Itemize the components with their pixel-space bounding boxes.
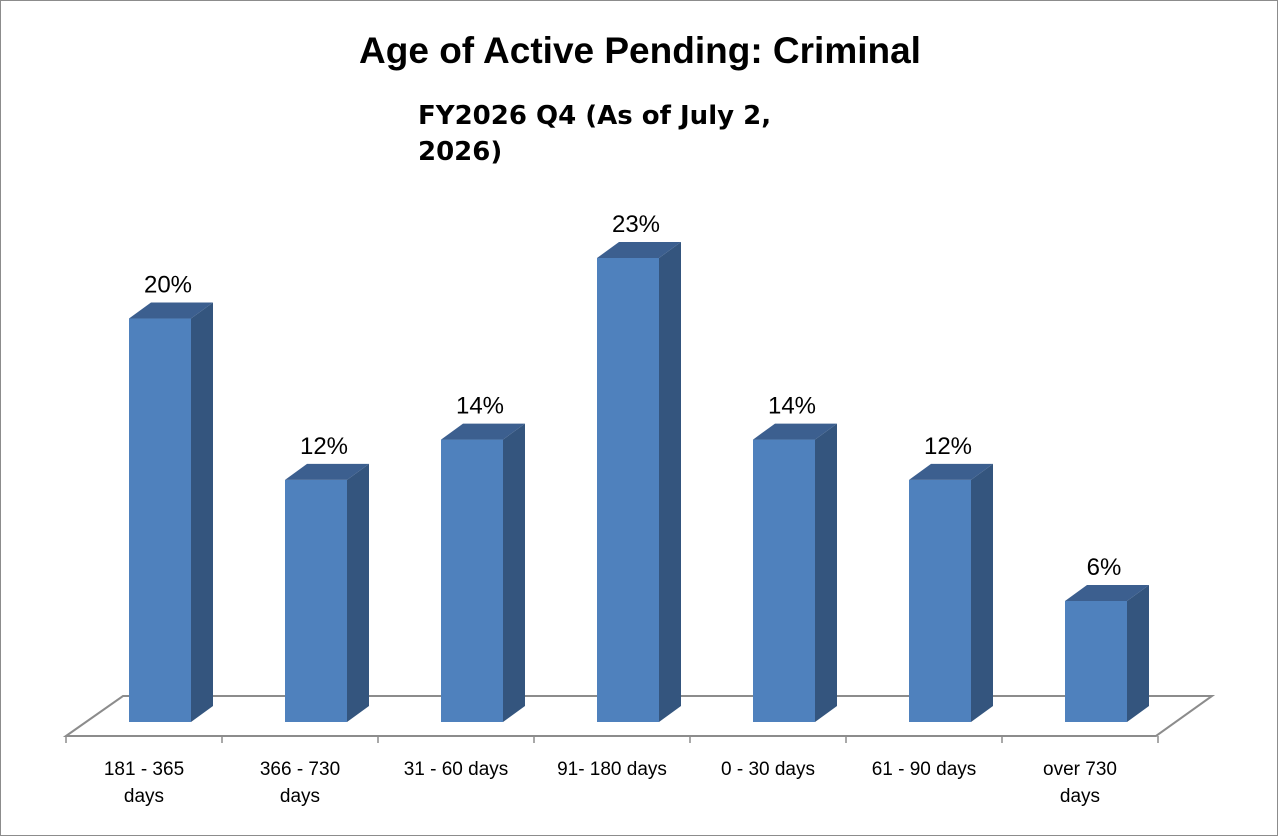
chart-title: Age of Active Pending: Criminal (359, 30, 921, 71)
x-tick-label: 61 - 90 days (872, 759, 977, 780)
x-tick-label: over 730 (1043, 759, 1117, 780)
x-tick-label: 31 - 60 days (404, 759, 509, 780)
bars-group (129, 242, 1149, 722)
bar-front (1065, 600, 1127, 722)
x-tick-label: 181 - 365 (104, 759, 184, 780)
bar-side (503, 423, 525, 722)
bar-top (285, 463, 369, 480)
chart-floor (62, 695, 1216, 743)
bar (441, 423, 525, 722)
bar-front (129, 318, 191, 722)
x-tick-labels-group: 181 - 365 days 366 - 730 days 31 - 60 days 91… (104, 759, 1117, 807)
data-label: 6% (1087, 554, 1122, 581)
bar-front (285, 479, 347, 722)
chart-subtitle: FY2026 Q4 (As of July 2, 2026) (418, 101, 772, 167)
bar-side (1127, 584, 1149, 722)
data-label: 14% (768, 393, 816, 420)
data-label: 12% (300, 433, 348, 460)
bar-top (441, 423, 525, 440)
bar-side (191, 302, 213, 722)
bar-front (597, 258, 659, 722)
x-tick-label: days (280, 786, 320, 807)
bar-side (347, 463, 369, 722)
x-tick-label: 91- 180 days (557, 759, 667, 780)
bar (909, 463, 993, 722)
x-tick-label: 366 - 730 (260, 759, 340, 780)
x-tick-label: days (124, 786, 164, 807)
bar-side (815, 423, 837, 722)
bar (753, 423, 837, 722)
value-labels-group: 20% 12% 14% 23% 14% 12% 6% (144, 211, 1121, 581)
chart-floor-plane (62, 695, 1216, 737)
bar-top (597, 242, 681, 258)
bar-top (1065, 584, 1149, 601)
data-label: 20% (144, 272, 192, 299)
bar-top (129, 302, 213, 319)
bar-front (753, 439, 815, 722)
bar-front (441, 439, 503, 722)
bar-side (971, 463, 993, 722)
bar-side (659, 242, 681, 722)
data-label: 23% (612, 211, 660, 238)
data-label: 14% (456, 393, 504, 420)
bar (129, 302, 213, 722)
bar-front (909, 479, 971, 722)
bar-top (753, 423, 837, 440)
bar (597, 242, 681, 722)
x-tick-label: days (1060, 786, 1100, 807)
bar (1065, 584, 1149, 722)
x-tick-label: 0 - 30 days (721, 759, 815, 780)
data-label: 12% (924, 433, 972, 460)
bar-top (909, 463, 993, 480)
bar (285, 463, 369, 722)
